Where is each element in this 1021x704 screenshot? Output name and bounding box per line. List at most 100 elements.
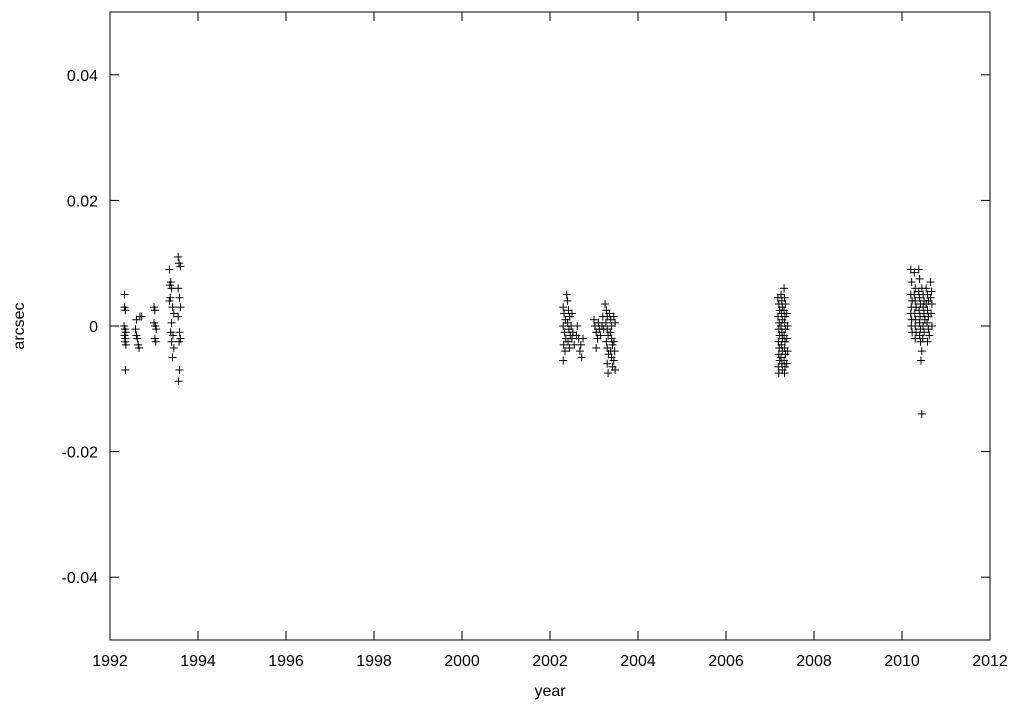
data-point — [782, 359, 791, 368]
data-point — [174, 284, 183, 293]
data-point — [601, 318, 610, 327]
data-point — [175, 328, 184, 337]
data-point — [152, 325, 161, 334]
x-tick-label: 2008 — [796, 653, 832, 670]
data-point — [175, 365, 184, 374]
x-axis-label: year — [534, 683, 566, 700]
data-point — [911, 296, 920, 305]
data-point — [925, 331, 934, 340]
data-point — [175, 293, 184, 302]
data-point — [573, 322, 582, 330]
y-tick-label: 0.04 — [67, 68, 98, 85]
x-tick-label: 2000 — [444, 653, 480, 670]
x-axis: 1992 1994 1996 1998 2000 2002 2004 2006 2008 2010… — [92, 12, 1008, 670]
data-point — [167, 337, 176, 346]
data-point — [609, 337, 618, 346]
data-point — [165, 296, 174, 305]
data-point — [174, 312, 183, 321]
x-tick-label: 2006 — [708, 653, 744, 670]
data-point — [121, 365, 130, 374]
data-point — [922, 284, 931, 293]
data-point — [559, 322, 568, 330]
data-point — [168, 331, 177, 340]
data-point — [174, 252, 183, 261]
data-point — [575, 347, 584, 356]
data-point — [923, 337, 932, 346]
data-point — [910, 309, 919, 318]
data-point — [559, 303, 568, 312]
data-point — [916, 356, 925, 365]
data-point — [606, 328, 615, 337]
y-tick-label: 0 — [89, 319, 98, 336]
data-point — [604, 369, 613, 378]
data-point — [609, 312, 618, 321]
data-point — [780, 293, 789, 302]
data-point — [168, 353, 177, 362]
data-point — [910, 290, 919, 299]
x-tick-label: 2012 — [972, 653, 1008, 670]
data-point — [175, 337, 184, 346]
data-point — [927, 322, 936, 330]
data-point — [169, 343, 178, 352]
y-tick-label: 0.02 — [67, 193, 98, 210]
data-point — [783, 322, 792, 330]
data-point — [563, 296, 572, 305]
data-point — [135, 343, 144, 352]
y-axis-label: arcsec — [11, 302, 28, 349]
data-point — [151, 337, 160, 346]
data-point — [592, 343, 601, 352]
data-point — [168, 303, 177, 312]
data-point — [176, 262, 185, 271]
data-point — [780, 284, 789, 293]
data-point — [120, 290, 129, 299]
data-point — [611, 318, 620, 327]
data-point — [565, 343, 574, 352]
data-point — [579, 334, 587, 343]
data-point — [907, 278, 916, 287]
y-tick-label: -0.04 — [62, 570, 99, 587]
x-tick-label: 1992 — [92, 653, 128, 670]
data-point — [133, 334, 142, 343]
data-point — [927, 287, 936, 296]
data-point — [918, 334, 927, 343]
data-point — [559, 340, 568, 349]
data-point — [174, 377, 183, 386]
data-point — [167, 318, 176, 327]
data-point — [911, 322, 920, 330]
data-point — [121, 306, 130, 315]
data-point — [780, 369, 789, 378]
data-point — [781, 300, 790, 309]
data-point — [137, 312, 146, 321]
data-point — [601, 300, 609, 309]
data-point — [926, 293, 935, 302]
data-point — [920, 328, 928, 337]
data-point — [917, 347, 926, 356]
data-point — [559, 356, 568, 365]
y-axis: -0.04 -0.02 0 0.02 0.04 — [62, 68, 990, 587]
data-point — [782, 334, 791, 343]
data-point — [611, 365, 620, 374]
data-point — [560, 309, 569, 318]
x-tick-label: 2010 — [884, 653, 920, 670]
data-point — [165, 265, 174, 274]
data-point — [927, 300, 936, 309]
x-tick-label: 2004 — [620, 653, 656, 670]
data-point — [560, 328, 569, 337]
data-point — [923, 318, 932, 327]
x-tick-label: 1996 — [268, 653, 304, 670]
data-point — [609, 356, 618, 365]
data-point — [910, 268, 919, 277]
x-tick-label: 1994 — [180, 653, 216, 670]
data-point — [610, 347, 619, 356]
data-point — [169, 309, 178, 318]
data-point — [568, 309, 576, 318]
data-point — [576, 340, 585, 349]
data-point — [602, 337, 611, 346]
plot-frame — [109, 11, 991, 641]
data-point — [603, 359, 612, 368]
data-point — [927, 309, 936, 318]
data-point — [915, 274, 924, 283]
data-point — [926, 278, 935, 287]
data-point — [917, 409, 926, 418]
